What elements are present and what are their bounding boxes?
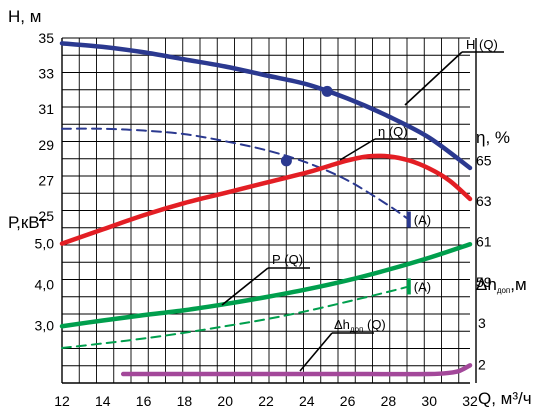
curve-label: Δhдоп (Q): [334, 317, 386, 334]
dh-tick-label: 2: [478, 357, 486, 373]
eta-tick-label: 63: [476, 193, 492, 209]
h-tick-label: 29: [38, 137, 54, 153]
p-axis-title: Р,кВт: [8, 213, 47, 232]
leader-line: [221, 267, 269, 306]
x-tick-label: 24: [299, 393, 315, 409]
leader-line: [404, 51, 463, 106]
curve-labels: Н (Q) η (Q) Р (Q) Δhдоп (Q) (A) (A): [221, 37, 504, 372]
x-axis-title: Q, м³/ч: [478, 389, 532, 408]
x-tick-label: 22: [258, 393, 274, 409]
leader-line: [299, 332, 333, 372]
leader-line: [339, 138, 376, 161]
h-tick-label: 27: [38, 172, 54, 188]
eta-tick-label: 61: [476, 234, 492, 250]
x-tick-label: 12: [54, 393, 70, 409]
eta-tick-label: 59: [476, 274, 492, 290]
h-tick-label: 33: [38, 66, 54, 82]
x-tick-label: 28: [381, 393, 397, 409]
a-label: (A): [414, 279, 431, 294]
curve-label: Н (Q): [466, 37, 498, 52]
series-line: [59, 41, 473, 171]
a-label: (A): [414, 213, 431, 228]
h-tick-label: 31: [38, 101, 54, 117]
data-point: [280, 155, 292, 167]
x-tick-label: 26: [340, 393, 356, 409]
dh-axis-title: Δhдоп,м: [476, 275, 527, 295]
x-tick-label: 32: [462, 393, 478, 409]
x-tick-label: 20: [217, 393, 233, 409]
series-line: [61, 127, 410, 221]
series-line: [59, 241, 473, 329]
series-line: [59, 153, 473, 246]
p-tick-label: 4,0: [35, 276, 55, 292]
h-tick-label: 35: [38, 30, 54, 46]
p-tick-label: 3,0: [35, 317, 55, 333]
p-tick-label: 5,0: [35, 235, 55, 251]
series-layer: [59, 41, 473, 377]
series-line: [120, 363, 473, 377]
eta-tick-label: 65: [476, 152, 492, 168]
series-line: [61, 285, 410, 349]
curve-label: Р (Q): [272, 252, 303, 267]
eta-axis-title: η, %: [476, 128, 510, 147]
x-tick-label: 30: [421, 393, 437, 409]
dh-tick-label: 3: [478, 315, 486, 331]
h-tick-label: 25: [38, 208, 54, 224]
tick-labels: 12 14 16 18 20 22 24 26 28 30 32 Q, м³/чН, м2527293…: [8, 7, 532, 409]
grid: [61, 37, 477, 384]
h-axis-title: Н, м: [8, 7, 41, 26]
data-point: [321, 85, 333, 97]
curve-label: η (Q): [378, 124, 408, 139]
x-tick-label: 18: [177, 393, 193, 409]
x-tick-label: 14: [95, 393, 111, 409]
x-tick-label: 16: [136, 393, 152, 409]
